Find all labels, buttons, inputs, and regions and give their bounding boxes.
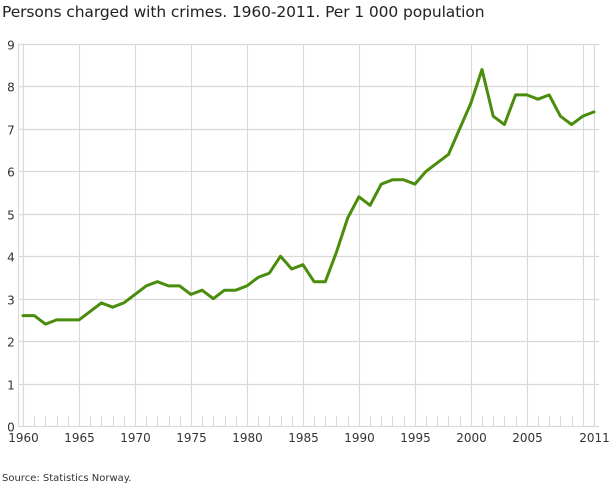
y-tick-label: 8 <box>7 81 15 95</box>
y-tick-label: 7 <box>7 124 15 138</box>
y-tick-label: 9 <box>7 39 15 53</box>
x-tick-label: 2000 <box>456 431 487 445</box>
y-tick-label: 0 <box>7 421 15 435</box>
x-tick-label: 2011 <box>579 431 610 445</box>
chart-title: Persons charged with crimes. 1960-2011. … <box>2 3 485 21</box>
x-minor-ticks <box>23 416 595 426</box>
x-tick-label: 1995 <box>400 431 431 445</box>
y-tick-label: 6 <box>7 166 15 180</box>
x-tick-label: 1965 <box>64 431 95 445</box>
vertical-gridlines <box>17 44 596 426</box>
x-tick-label: 1990 <box>344 431 375 445</box>
y-tick-label: 3 <box>7 294 15 308</box>
x-tick-label: 2005 <box>512 431 543 445</box>
y-tick-label: 2 <box>7 336 15 350</box>
x-tick-label: 1980 <box>232 431 263 445</box>
source-note: Source: Statistics Norway. <box>2 473 132 484</box>
y-tick-label: 4 <box>7 251 15 265</box>
x-tick-label: 1985 <box>288 431 319 445</box>
x-tick-label: 1960 <box>8 431 39 445</box>
data-line <box>21 68 596 326</box>
y-tick-label: 1 <box>7 379 15 393</box>
horizontal-gridlines <box>18 43 599 428</box>
y-axis-labels: 0 1 2 3 4 5 6 7 8 9 <box>7 39 15 435</box>
x-tick-label: 1970 <box>120 431 151 445</box>
y-tick-label: 5 <box>7 209 15 223</box>
x-axis-labels: 1960 1965 1970 1975 1980 1985 1990 1995 2000 2005… <box>8 431 610 445</box>
x-tick-label: 1975 <box>176 431 207 445</box>
